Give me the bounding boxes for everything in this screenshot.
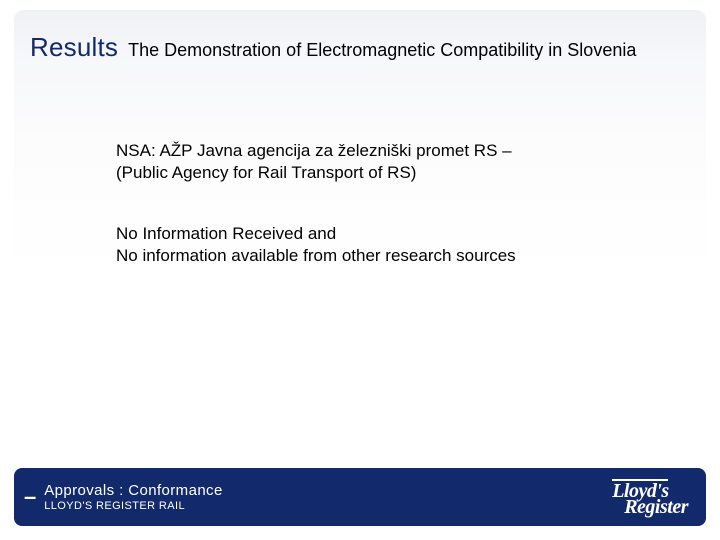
dash-icon: – [24,486,36,508]
header-row: Results The Demonstration of Electromagn… [30,32,690,63]
section-label: Results [30,32,118,63]
body-text: NSA: AŽP Javna agencija za železniški pr… [116,140,676,268]
p1-line1: NSA: AŽP Javna agencija za železniški pr… [116,140,676,162]
footer-line1: Approvals : Conformance [44,482,222,499]
footer-left: – Approvals : Conformance LLOYD'S REGIST… [24,482,223,512]
footer-text: Approvals : Conformance LLOYD'S REGISTER… [44,482,222,512]
paragraph-2: No Information Received and No informati… [116,223,676,268]
footer-line2: LLOYD'S REGISTER RAIL [44,500,222,512]
slide-subtitle: The Demonstration of Electromagnetic Com… [128,40,636,61]
slide: Results The Demonstration of Electromagn… [0,0,720,540]
p1-line2: (Public Agency for Rail Transport of RS) [116,162,676,184]
paragraph-1: NSA: AŽP Javna agencija za železniški pr… [116,140,676,185]
footer-bar: – Approvals : Conformance LLOYD'S REGIST… [14,468,706,526]
lloyds-register-logo: Lloyd's Register [612,479,688,515]
logo-line2: Register [624,499,688,515]
p2-line2: No information available from other rese… [116,245,676,267]
content-panel: Results The Demonstration of Electromagn… [14,10,706,450]
p2-line1: No Information Received and [116,223,676,245]
